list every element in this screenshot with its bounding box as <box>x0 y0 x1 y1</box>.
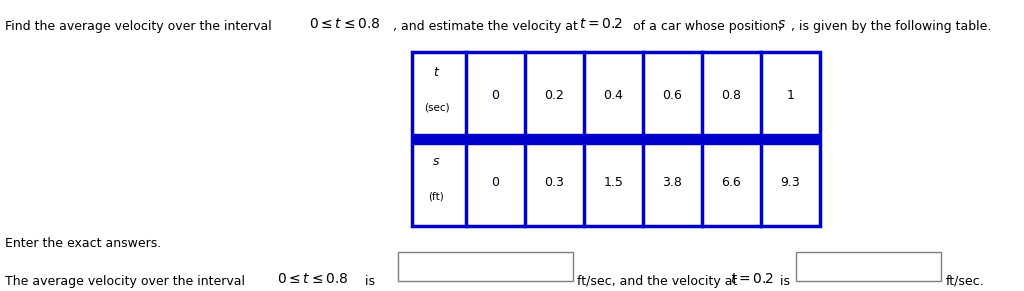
Text: The average velocity over the interval: The average velocity over the interval <box>5 275 245 288</box>
Text: 0.3: 0.3 <box>545 176 564 189</box>
Text: , and estimate the velocity at: , and estimate the velocity at <box>393 20 578 33</box>
Text: of a car whose position,: of a car whose position, <box>629 20 786 33</box>
Text: Find the average velocity over the interval: Find the average velocity over the inter… <box>5 20 271 33</box>
Text: $0 \leq t \leq 0.8$: $0 \leq t \leq 0.8$ <box>276 272 348 286</box>
Text: 1: 1 <box>786 89 795 102</box>
Text: 6.6: 6.6 <box>722 176 741 189</box>
Text: ft/sec, and the velocity at: ft/sec, and the velocity at <box>578 275 737 288</box>
Text: $s$: $s$ <box>777 17 786 31</box>
Text: is: is <box>776 275 791 288</box>
Text: 9.3: 9.3 <box>780 176 801 189</box>
Text: Enter the exact answers.: Enter the exact answers. <box>5 237 161 250</box>
Text: $0 \leq t \leq 0.8$: $0 \leq t \leq 0.8$ <box>308 17 380 31</box>
Text: $s$: $s$ <box>432 155 440 168</box>
Text: 0.2: 0.2 <box>545 89 564 102</box>
Text: is: is <box>361 275 375 288</box>
Text: 1.5: 1.5 <box>603 176 624 189</box>
Text: 0.6: 0.6 <box>663 89 682 102</box>
Text: 0: 0 <box>492 176 500 189</box>
Text: $t = 0.2$: $t = 0.2$ <box>730 272 774 286</box>
Text: (sec): (sec) <box>424 102 450 112</box>
Text: (ft): (ft) <box>429 192 444 202</box>
Text: 0.4: 0.4 <box>603 89 624 102</box>
Text: $t = 0.2$: $t = 0.2$ <box>580 17 624 31</box>
Text: 3.8: 3.8 <box>663 176 682 189</box>
Text: 0: 0 <box>492 89 500 102</box>
Bar <box>413 52 820 226</box>
Text: $t$: $t$ <box>433 66 440 79</box>
Text: , is given by the following table.: , is given by the following table. <box>791 20 991 33</box>
Text: ft/sec.: ft/sec. <box>946 275 985 288</box>
Bar <box>796 252 941 281</box>
Text: 0.8: 0.8 <box>722 89 741 102</box>
Bar <box>398 252 572 281</box>
